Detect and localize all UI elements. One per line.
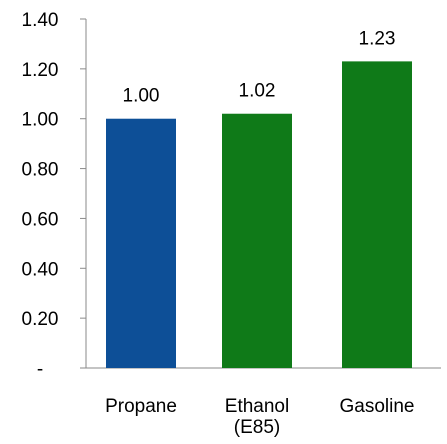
bar: [106, 118, 176, 368]
bars: [106, 61, 412, 368]
y-tick-label: 1.20: [22, 60, 59, 81]
bar: [222, 113, 292, 368]
y-tick-label: 0.80: [22, 160, 59, 181]
y-tick-label: -: [37, 359, 43, 380]
y-tick-label: 0.40: [22, 259, 59, 280]
category-label: Propane: [105, 396, 177, 417]
labels: - 0.20 0.40 0.60 0.80 1.00 1.20 1.40 1.00 Propane…: [22, 10, 415, 438]
category-label: (E85): [234, 417, 280, 438]
y-tick-label: 0.20: [22, 309, 59, 330]
y-tick-label: 1.40: [22, 10, 59, 31]
category-label: Gasoline: [340, 396, 415, 417]
data-label: 1.00: [123, 86, 160, 107]
data-label: 1.23: [359, 28, 396, 49]
bar: [342, 61, 412, 368]
y-tick-label: 1.00: [22, 110, 59, 131]
y-tick-label: 0.60: [22, 209, 59, 230]
data-label: 1.02: [239, 81, 276, 102]
category-label: Ethanol: [225, 396, 289, 417]
